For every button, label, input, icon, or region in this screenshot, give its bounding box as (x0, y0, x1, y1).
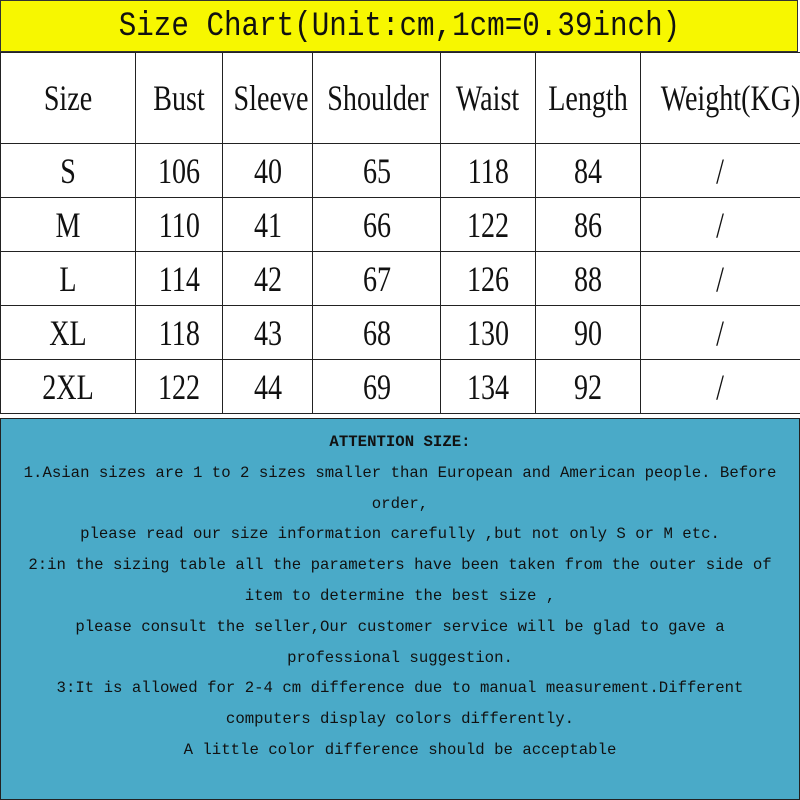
size-table: Size Bust Sleeve Shoulder Waist Length W… (0, 52, 800, 414)
title-text: Size Chart(Unit:cm,1cm=0.39inch) (118, 8, 680, 46)
cell-text: 106 (157, 150, 201, 191)
cell-text: 122 (157, 366, 201, 407)
table-row: M 110 41 66 122 86 / (0, 197, 800, 252)
header-cell: Length (535, 52, 641, 144)
cell-text: 86 (573, 204, 603, 245)
note-line: A little color difference should be acce… (183, 740, 617, 759)
header-cell: Shoulder (312, 52, 441, 144)
note-line: 1.Asian sizes are 1 to 2 sizes smaller t… (23, 463, 777, 482)
cell-text: 92 (573, 366, 603, 407)
table-cell: M (0, 197, 136, 252)
table-cell: 40 (222, 143, 313, 198)
cell-text: / (716, 366, 725, 407)
table-row: L 114 42 67 126 88 / (0, 251, 800, 306)
table-cell: 90 (535, 305, 641, 360)
notes-heading: ATTENTION SIZE: (329, 433, 471, 451)
table-cell: 122 (135, 359, 223, 414)
table-row: XL 118 43 68 130 90 / (0, 305, 800, 360)
table-cell: 106 (135, 143, 223, 198)
cell-text: XL (49, 312, 87, 353)
note-line: please read our size information careful… (80, 525, 720, 544)
cell-text: M (55, 204, 81, 245)
cell-text: 114 (158, 258, 200, 299)
header-cell: Size (0, 52, 136, 144)
cell-text: L (59, 258, 77, 299)
cell-text: 122 (466, 204, 510, 245)
cell-text: 88 (573, 258, 603, 299)
cell-text: 69 (362, 366, 391, 407)
cell-text: 118 (158, 312, 200, 353)
cell-text: 118 (467, 150, 509, 191)
table-cell: 130 (440, 305, 536, 360)
size-chart-title: Size Chart(Unit:cm,1cm=0.39inch) (0, 0, 798, 52)
header-cell: Bust (135, 52, 223, 144)
table-cell: 114 (135, 251, 223, 306)
cell-text: 65 (362, 150, 391, 191)
table-cell: 110 (135, 197, 223, 252)
table-cell: 66 (312, 197, 441, 252)
table-cell: 92 (535, 359, 641, 414)
table-cell: 84 (535, 143, 641, 198)
table-cell: / (640, 359, 800, 414)
cell-text: 44 (253, 366, 282, 407)
cell-text: 43 (253, 312, 282, 353)
cell-text: / (716, 150, 725, 191)
table-cell: 67 (312, 251, 441, 306)
cell-text: 66 (362, 204, 391, 245)
cell-text: 40 (253, 150, 282, 191)
table-cell: 69 (312, 359, 441, 414)
cell-text: 41 (253, 204, 282, 245)
cell-text: S (60, 150, 76, 191)
cell-text: 42 (253, 258, 282, 299)
table-cell: / (640, 251, 800, 306)
table-cell: 88 (535, 251, 641, 306)
cell-text: / (716, 258, 725, 299)
table-row: S 106 40 65 118 84 / (0, 143, 800, 198)
note-line: item to determine the best size , (244, 586, 556, 605)
table-cell: L (0, 251, 136, 306)
table-cell: 2XL (0, 359, 136, 414)
cell-text: 134 (466, 366, 510, 407)
cell-text: / (716, 204, 725, 245)
table-cell: 43 (222, 305, 313, 360)
cell-text: 90 (573, 312, 603, 353)
table-row: 2XL 122 44 69 134 92 / (0, 359, 800, 414)
table-header-row: Size Bust Sleeve Shoulder Waist Length W… (0, 52, 800, 144)
cell-text: 67 (362, 258, 391, 299)
table-cell: 118 (440, 143, 536, 198)
table-cell: / (640, 305, 800, 360)
note-line: order, (371, 494, 429, 513)
cell-text: 2XL (42, 366, 94, 407)
table-cell: 68 (312, 305, 441, 360)
note-line: professional suggestion. (287, 648, 513, 667)
cell-text: 130 (466, 312, 510, 353)
table-cell: 134 (440, 359, 536, 414)
table-cell: 126 (440, 251, 536, 306)
cell-text: 84 (573, 150, 603, 191)
note-line: 2:in the sizing table all the parameters… (28, 556, 772, 575)
table-cell: / (640, 197, 800, 252)
header-cell: Weight(KG) (640, 52, 800, 144)
cell-text: 110 (158, 204, 200, 245)
table-cell: 86 (535, 197, 641, 252)
note-line: computers display colors differently. (225, 710, 575, 729)
attention-notes: ATTENTION SIZE: 1.Asian sizes are 1 to 2… (0, 418, 800, 800)
table-cell: 122 (440, 197, 536, 252)
table-cell: 44 (222, 359, 313, 414)
cell-text: 126 (466, 258, 510, 299)
cell-text: 68 (362, 312, 391, 353)
table-cell: XL (0, 305, 136, 360)
header-cell: Waist (440, 52, 536, 144)
table-cell: 41 (222, 197, 313, 252)
table-cell: S (0, 143, 136, 198)
note-line: please consult the seller,Our customer s… (75, 617, 725, 636)
note-line: 3:It is allowed for 2-4 cm difference du… (56, 679, 744, 698)
header-cell: Sleeve (222, 52, 313, 144)
cell-text: / (716, 312, 725, 353)
table-cell: 42 (222, 251, 313, 306)
table-cell: 65 (312, 143, 441, 198)
table-cell: / (640, 143, 800, 198)
table-cell: 118 (135, 305, 223, 360)
